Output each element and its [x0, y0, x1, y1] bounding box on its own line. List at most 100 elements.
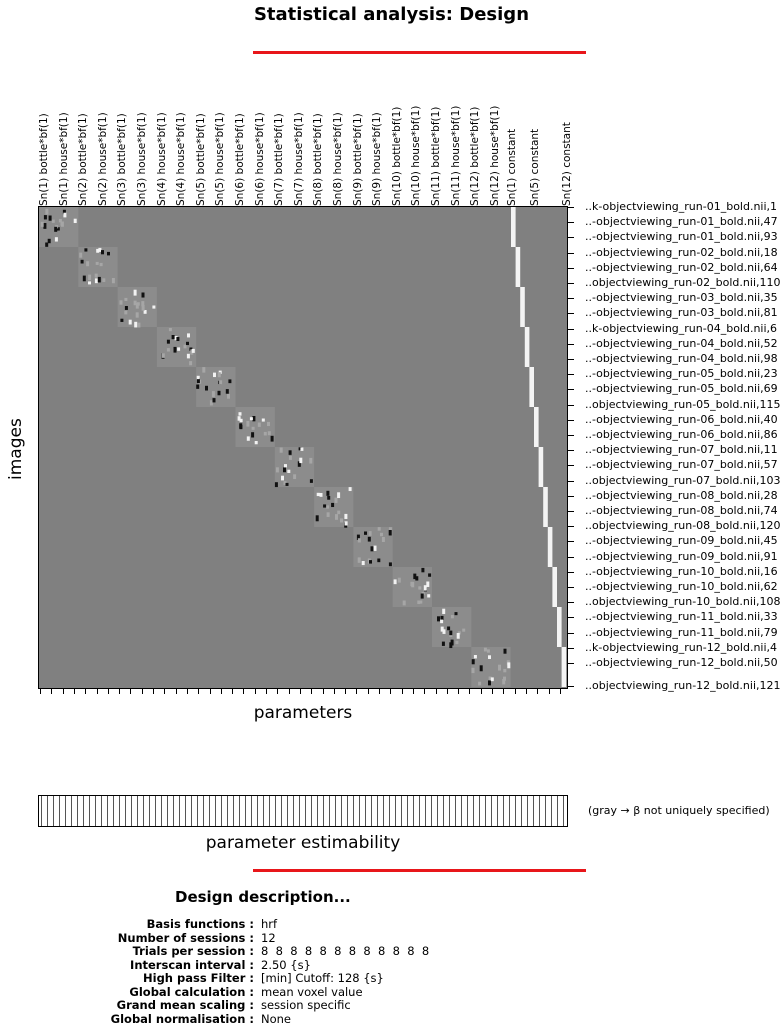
regressor-cell [388, 530, 392, 536]
design-matrix[interactable] [38, 206, 568, 689]
estimability-cell [491, 796, 492, 826]
description-value: session specific [261, 998, 351, 1012]
estimability-cell [395, 796, 396, 826]
regressor-cell [124, 297, 128, 301]
row-label: ..-objectviewing_run-05_bold.nii,23 [585, 367, 778, 381]
row-tick [568, 283, 574, 284]
regressor-cell [161, 353, 165, 358]
regressor-cell [237, 416, 241, 421]
regressor-cell [96, 248, 100, 253]
row-tick [568, 404, 574, 406]
regressor-cell [473, 655, 477, 659]
regressor-cell [373, 545, 377, 551]
estimability-cell [83, 796, 84, 826]
estimability-cell [251, 796, 252, 826]
x-tick [333, 689, 335, 694]
regressor-cell [488, 655, 491, 659]
regressor-cell [334, 497, 338, 504]
row-tick [568, 647, 574, 649]
regressor-cell [299, 457, 303, 464]
estimability-cell [293, 796, 294, 826]
regressor-cell [213, 372, 216, 378]
regressor-cell [238, 412, 242, 416]
regressor-cell [421, 567, 425, 573]
column-header: Sn(10) bottle*bf(1) [390, 106, 403, 206]
regressor-cell [344, 513, 348, 519]
constant-column [561, 647, 567, 687]
estimability-label: parameter estimability [205, 833, 401, 853]
row-tick [568, 556, 574, 558]
constant-column [515, 247, 521, 287]
regressor-cell [246, 420, 250, 427]
regressor-cell [152, 305, 156, 309]
constant-column [534, 407, 539, 447]
estimability-cell [455, 796, 456, 826]
row-tick [568, 480, 574, 482]
regressor-cell [288, 456, 292, 460]
constant-column [511, 207, 516, 247]
column-header: Sn(2) house*bf(1) [96, 112, 109, 206]
row-tick [568, 663, 574, 664]
estimability-cell [521, 796, 522, 826]
regressor-cell [186, 341, 189, 346]
row-label: ..objectviewing_run-08_bold.nii,120 [585, 519, 781, 533]
regressor-cell [120, 318, 124, 322]
regressor-cell [498, 664, 501, 671]
regressor-cell [166, 348, 170, 352]
x-tick [322, 689, 324, 694]
design-description-title: Design description... [175, 888, 351, 906]
constant-column [538, 447, 544, 487]
x-tick [220, 689, 222, 694]
row-label: ..-objectviewing_run-11_bold.nii,33 [585, 610, 778, 624]
regressor-cell [209, 400, 213, 406]
estimability-cell [281, 796, 282, 826]
estimability-cell [113, 796, 114, 826]
regressor-cell [440, 615, 444, 621]
regressor-cell [449, 630, 453, 636]
regressor-cell [293, 474, 297, 480]
session-block [235, 407, 275, 447]
regressor-cell [483, 647, 487, 652]
column-header: Sn(2) bottle*bf(1) [77, 113, 90, 206]
regressor-cell [393, 579, 397, 585]
x-tick [198, 689, 200, 694]
regressor-cell [60, 221, 64, 227]
regressor-cell [377, 527, 381, 531]
column-header: Sn(9) bottle*bf(1) [351, 113, 364, 206]
regressor-cell [219, 380, 223, 385]
description-value: mean voxel value [261, 984, 363, 999]
regressor-cell [88, 281, 91, 285]
row-label: ..-objectviewing_run-07_bold.nii,11 [585, 443, 778, 457]
regressor-cell [331, 502, 335, 508]
estimability-cell [527, 796, 528, 826]
column-header: Sn(1) house*bf(1) [57, 112, 70, 206]
row-label: ..-objectviewing_run-01_bold.nii,47 [585, 215, 778, 229]
regressor-cell [402, 600, 406, 606]
regressor-cell [56, 227, 60, 231]
row-tick [568, 313, 574, 315]
regressor-cell [274, 482, 278, 488]
x-tick [311, 689, 313, 694]
regressor-cell [427, 594, 431, 598]
column-header: Sn(9) house*bf(1) [371, 112, 384, 206]
regressor-cell [478, 681, 482, 686]
x-tick [367, 689, 369, 694]
regressor-cell [309, 457, 313, 464]
regressor-cell [490, 677, 494, 682]
regressor-cell [95, 261, 99, 265]
regressor-cell [410, 581, 414, 587]
regressor-cell [486, 649, 490, 653]
regressor-cell [128, 319, 132, 325]
row-tick [568, 359, 574, 360]
regressor-cell [440, 626, 444, 632]
x-tick [503, 689, 505, 694]
regressor-cell [124, 306, 128, 310]
regressor-cell [261, 418, 265, 422]
estimability-cell [173, 796, 174, 826]
session-block [392, 567, 432, 607]
regressor-cell [176, 337, 180, 342]
row-label: ..-objectviewing_run-07_bold.nii,57 [585, 458, 778, 472]
estimability-cell [53, 796, 54, 826]
row-tick [568, 571, 574, 573]
regressor-cell [426, 581, 430, 587]
